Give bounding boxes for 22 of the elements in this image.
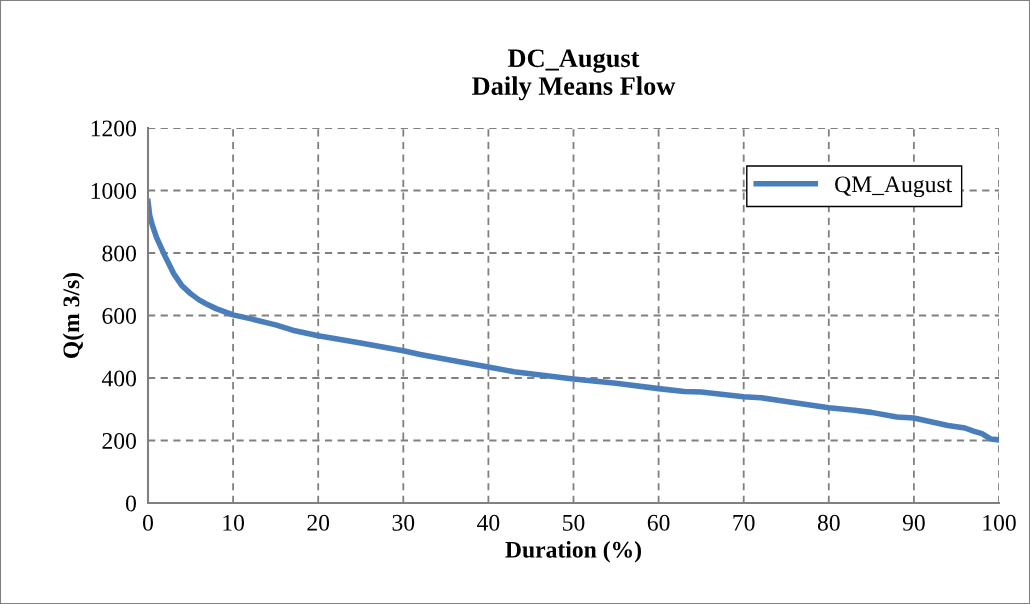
- x-tick-label: 0: [143, 514, 153, 531]
- x-tick-label: 100: [983, 514, 1016, 531]
- x-axis-title: Duration (%): [505, 541, 641, 563]
- y-axis-title: Q(m 3/s): [62, 272, 85, 358]
- y-tick-label: 400: [101, 370, 136, 387]
- x-tick-label: 80: [817, 514, 840, 531]
- x-tick-label: 10: [223, 514, 245, 531]
- x-tick-label: 70: [733, 514, 755, 531]
- x-tick-label: 60: [647, 514, 670, 531]
- y-tick-label: 600: [102, 307, 136, 324]
- x-tick-label: 30: [392, 514, 415, 531]
- y-tick-label: 200: [102, 432, 136, 449]
- y-tick-label: 1200: [91, 120, 136, 137]
- chart-title: DC_August Daily Means Flow: [472, 49, 676, 101]
- legend-label: QM_August: [835, 176, 953, 198]
- x-tick-label: 90: [902, 514, 925, 531]
- y-tick-label: 800: [102, 245, 136, 262]
- x-tick-label: 50: [563, 514, 585, 531]
- y-tick-label: 1000: [91, 182, 136, 199]
- y-tick-label: 0: [125, 495, 136, 512]
- x-tick-label: 20: [307, 514, 330, 531]
- x-tick-label: 40: [477, 514, 500, 531]
